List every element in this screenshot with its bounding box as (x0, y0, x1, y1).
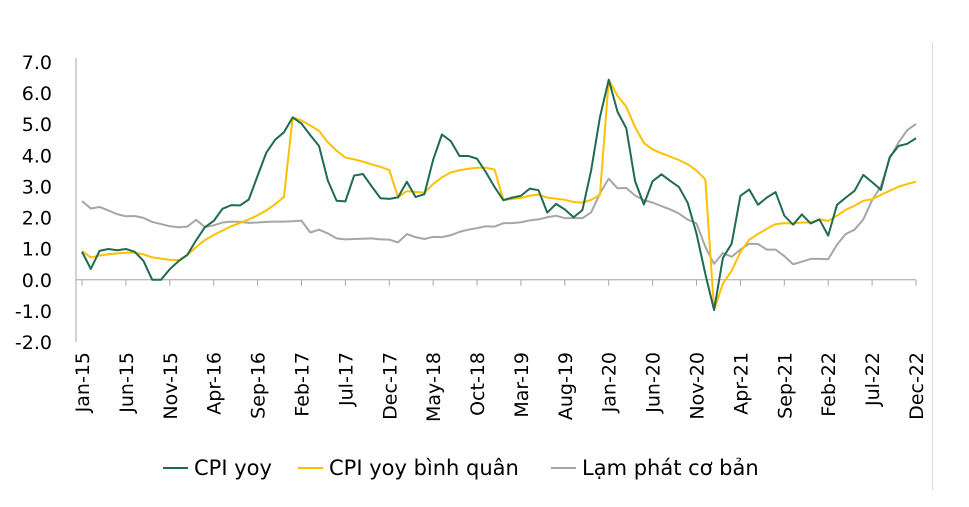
y-tick-label: 7.0 (22, 52, 52, 74)
series-line-lam-phat-co-ban (81, 123, 917, 266)
y-axis: 7.0 6.0 5.0 4.0 3.0 2.0 1.0 0.0 -1.0 -2.0 (15, 52, 77, 354)
legend-item-lam-phat-co-ban: Lạm phát cơ bản (551, 456, 759, 480)
x-tick-label: Oct-18 (467, 352, 489, 416)
x-axis (76, 279, 917, 286)
legend-item-cpi-yoy: CPI yoy (163, 456, 272, 480)
x-tick-label: Jan-20 (599, 352, 621, 413)
x-tick-label: Dec-22 (906, 352, 928, 420)
y-tick-label: 0.0 (22, 270, 52, 292)
y-tick-label: -1.0 (15, 301, 52, 323)
x-tick-label: Feb-17 (291, 352, 313, 417)
legend-label-cpi-yoy: CPI yoy (194, 456, 272, 480)
x-tick-label: Jul-22 (862, 352, 884, 407)
legend: CPI yoy CPI yoy bình quân Lạm phát cơ bả… (163, 456, 759, 480)
x-axis-labels: Jan-15 Jun-15 Nov-15 Apr-16 Sep-16 Feb-17 Jul-… (72, 352, 928, 422)
legend-item-cpi-yoy-binh-quan: CPI yoy bình quân (298, 456, 519, 480)
y-tick-label: 4.0 (22, 145, 52, 167)
x-tick-label: Jun-15 (116, 352, 138, 414)
y-tick-label: 1.0 (22, 239, 52, 261)
x-tick-label: Jan-15 (72, 352, 94, 413)
y-tick-label: 2.0 (22, 208, 52, 230)
x-tick-label: Sep-16 (248, 352, 270, 419)
x-tick-label: Jul-17 (335, 352, 357, 407)
x-tick-label: Aug-19 (555, 352, 577, 420)
x-tick-label: Jun-20 (643, 352, 665, 414)
legend-label-lam-phat-co-ban: Lạm phát cơ bản (582, 456, 759, 480)
x-tick-label: May-18 (423, 352, 445, 422)
x-tick-label: Apr-16 (204, 352, 226, 415)
series-lines (81, 78, 917, 311)
x-tick-label: Dec-17 (379, 352, 401, 420)
legend-label-cpi-yoy-binh-quan: CPI yoy bình quân (329, 456, 519, 480)
x-tick-label: Nov-20 (687, 352, 709, 420)
series-line-cpi-yoy (81, 78, 917, 311)
y-tick-label: 5.0 (22, 114, 52, 136)
x-tick-label: Sep-21 (774, 352, 796, 419)
y-tick-label: 3.0 (22, 176, 52, 198)
y-tick-label: 6.0 (22, 83, 52, 105)
x-tick-label: Nov-15 (160, 352, 182, 420)
series-line-cpi-yoy-binh-quan (81, 78, 917, 311)
x-tick-label: Mar-19 (511, 352, 533, 418)
x-tick-label: Apr-21 (730, 352, 752, 415)
x-tick-label: Feb-22 (818, 352, 840, 417)
y-tick-label: -2.0 (15, 332, 52, 354)
chart-frame-border (932, 42, 933, 490)
